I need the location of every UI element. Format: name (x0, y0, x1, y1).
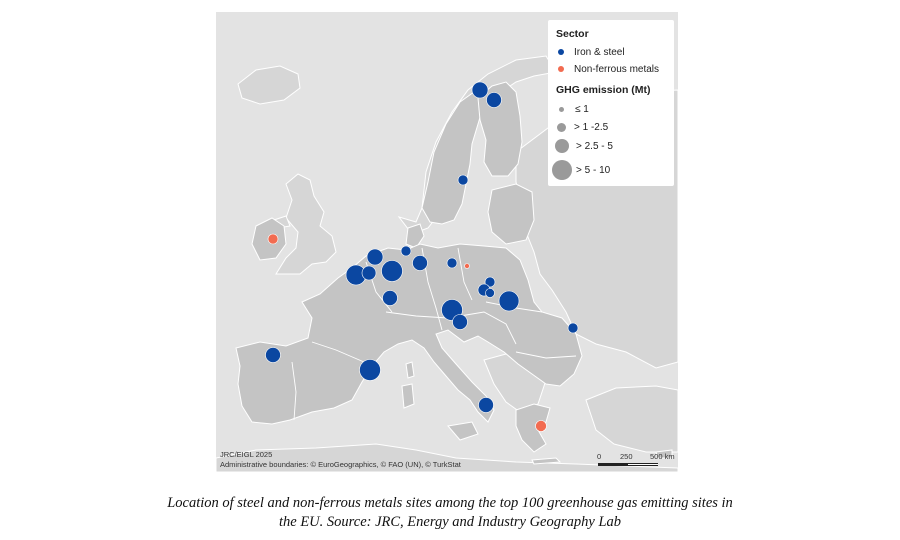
corsica-shape (405, 361, 415, 379)
figure-caption-line-1: Location of steel and non-ferrous metals… (167, 495, 733, 511)
iron-steel-site-marker (457, 174, 469, 186)
credit-line-1: JRC/EIGL 2025 (220, 450, 273, 459)
border-line (515, 351, 577, 359)
legend-label: > 2.5 - 5 (576, 140, 613, 152)
non-ferrous-site-marker (464, 263, 470, 269)
scale-label-500: 500 km (650, 452, 675, 461)
figure-caption-line-2: the EU. Source: JRC, Energy and Industry… (278, 514, 622, 530)
scale-label-250: 250 (620, 452, 633, 461)
legend-size-2: > 1 -2.5 (556, 120, 608, 134)
sicily-shape (447, 421, 479, 441)
orange-dot-icon (558, 66, 564, 72)
crete-shape (531, 457, 562, 465)
blue-dot-icon (558, 49, 564, 55)
iron-steel-site-marker (471, 81, 489, 99)
iron-steel-site-marker (412, 255, 428, 271)
size-swatch-icon (555, 139, 569, 153)
legend-size-1: ≤ 1 (556, 102, 589, 116)
iron-steel-site-marker (446, 257, 458, 269)
legend-label: > 1 -2.5 (574, 121, 609, 133)
size-swatch-icon (557, 122, 566, 132)
credit-line-2: Administrative boundaries: © EuroGeograp… (220, 460, 461, 469)
baltics-shape (487, 183, 535, 245)
non-ferrous-site-marker (535, 420, 547, 432)
border-line (385, 311, 449, 319)
iron-steel-site-marker (359, 359, 381, 381)
non-ferrous-site-marker (267, 233, 279, 245)
iron-steel-site-marker (498, 290, 520, 312)
scale-label-0: 0 (597, 452, 602, 461)
scale-bar: 0 250 500 km (597, 452, 676, 472)
border-line (457, 247, 473, 301)
map-legend: Sector Iron & steel Non-ferrous metals G… (548, 20, 674, 186)
iron-steel-site-marker (484, 276, 496, 288)
legend-label: > 5 - 10 (576, 164, 611, 176)
iceland-shape (237, 65, 301, 105)
iron-steel-site-marker (567, 322, 579, 334)
size-swatch-icon (559, 106, 564, 112)
legend-ghg-title: GHG emission (Mt) (556, 84, 651, 96)
iron-steel-site-marker (366, 248, 384, 266)
iron-steel-site-marker (452, 314, 468, 330)
iron-steel-site-marker (400, 245, 412, 257)
legend-size-3: > 2.5 - 5 (555, 139, 613, 153)
border-line (291, 361, 297, 421)
map-panel: Sector Iron & steel Non-ferrous metals G… (216, 12, 678, 472)
legend-label: Non-ferrous metals (574, 63, 660, 75)
north-africa-shape (216, 443, 678, 472)
iron-steel-site-marker (265, 347, 281, 363)
iron-steel-site-marker (382, 290, 398, 306)
size-swatch-icon (552, 160, 572, 180)
iron-steel-site-marker (485, 288, 495, 298)
iron-steel-site-marker (381, 260, 403, 282)
continental-eu-shape (235, 243, 583, 425)
iron-steel-site-marker (478, 397, 494, 413)
legend-label: Iron & steel (574, 46, 625, 58)
cyprus-shape (655, 449, 673, 459)
emission-sites (265, 81, 579, 432)
great-britain-shape (275, 173, 337, 275)
iron-steel-site-marker (361, 265, 377, 281)
sardinia-shape (401, 383, 415, 409)
eu-land (235, 81, 673, 465)
legend-label: ≤ 1 (575, 103, 589, 115)
denmark-shape (405, 223, 425, 249)
sweden-shape (421, 91, 485, 225)
scale-bar-segment (628, 463, 658, 466)
legend-item-non-ferrous: Non-ferrous metals (556, 62, 659, 76)
border-line (311, 341, 365, 363)
legend-item-iron-steel: Iron & steel (556, 45, 625, 59)
legend-sector-title: Sector (556, 28, 589, 40)
turkey-shape (585, 385, 678, 453)
greece-shape (515, 403, 551, 453)
scale-bar-segment (598, 463, 628, 466)
border-line (447, 311, 517, 345)
iron-steel-site-marker (486, 92, 502, 108)
legend-size-4: > 5 - 10 (552, 160, 611, 180)
